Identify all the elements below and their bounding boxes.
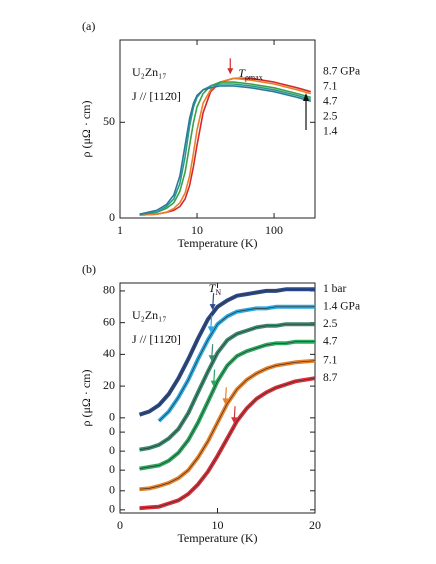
series-line — [139, 358, 316, 492]
plot-frame — [119, 39, 316, 219]
annotation-subscript: ρmax — [245, 73, 263, 82]
y-tick-label: 40 — [103, 346, 115, 360]
fit-line — [139, 360, 316, 490]
x-tick-label: 10 — [191, 223, 203, 237]
x-tick-label: 1 — [117, 223, 123, 237]
y-axis-label: ρ (μΩ · cm) — [79, 370, 93, 427]
legend-label: 7.1 — [323, 354, 338, 366]
fit-line — [139, 341, 315, 469]
sample-label: U₂Zn₁₇ — [132, 308, 167, 322]
x-tick-label: 100 — [265, 223, 283, 237]
legend-label: 1.4 — [323, 126, 338, 138]
x-axis-label: Temperature (K) — [177, 236, 257, 250]
series-line — [139, 81, 312, 215]
annotation-symbol: T — [238, 66, 246, 80]
tn-arrow-head — [208, 355, 215, 362]
legend-label: 2.5 — [323, 318, 338, 330]
tn-arrow-head — [231, 417, 238, 424]
y-tick-label: 0 — [109, 443, 115, 457]
y-tick-label: 0 — [109, 210, 115, 224]
tn-arrow-head — [209, 304, 216, 311]
series-line — [139, 77, 312, 216]
direction-label: J // [112̄0] — [132, 332, 181, 346]
fit-line — [139, 288, 315, 416]
fit-line — [139, 323, 315, 450]
annotation: TN — [209, 281, 222, 297]
direction-label: J // [112̄0] — [132, 89, 181, 103]
y-axis-label: ρ (μΩ · cm) — [79, 101, 93, 158]
x-axis-label: Temperature (K) — [177, 531, 257, 545]
fit-line — [139, 377, 316, 509]
fit-line — [158, 306, 315, 422]
legend-label: 2.5 — [323, 111, 338, 123]
legend-label: 8.7 — [323, 372, 338, 384]
tn-arrow-head — [207, 326, 214, 333]
annotation-symbol: T — [209, 281, 217, 295]
series-line — [139, 77, 312, 216]
y-tick-label: 0 — [109, 483, 115, 497]
legend-label: 8.7 GPa — [323, 66, 360, 78]
series-line — [139, 85, 312, 215]
y-tick-label: 0 — [109, 462, 115, 476]
x-tick-label: 0 — [117, 518, 123, 532]
series-line — [139, 83, 312, 215]
pressure-arrow-head — [303, 93, 309, 101]
y-tick-label: 60 — [103, 314, 115, 328]
x-tick-label: 20 — [309, 518, 321, 532]
annotation: Tρmax — [238, 66, 262, 82]
legend-label: 4.7 — [323, 335, 338, 347]
y-tick-label: 20 — [103, 378, 115, 392]
panel-label: (a) — [82, 19, 95, 33]
annotation-subscript: N — [215, 288, 221, 297]
legend-label: 1 bar — [323, 283, 346, 295]
tn-arrow-head — [210, 380, 217, 387]
tn-arrow-head — [222, 398, 229, 405]
legend-label: 4.7 — [323, 96, 338, 108]
y-tick-label: 80 — [103, 283, 115, 297]
legend-label: 7.1 — [323, 81, 338, 93]
x-tick-label: 10 — [212, 518, 224, 532]
panel-label: (b) — [82, 262, 96, 276]
y-tick-label: 50 — [103, 114, 115, 128]
sample-label: U₂Zn₁₇ — [132, 65, 167, 79]
tmax-arrow-head — [227, 68, 234, 75]
y-tick-label: 0 — [109, 502, 115, 516]
legend-label: 1.4 GPa — [323, 300, 360, 312]
y-tick-label: 0 — [109, 410, 115, 424]
y-tick-label: 0 — [109, 424, 115, 438]
